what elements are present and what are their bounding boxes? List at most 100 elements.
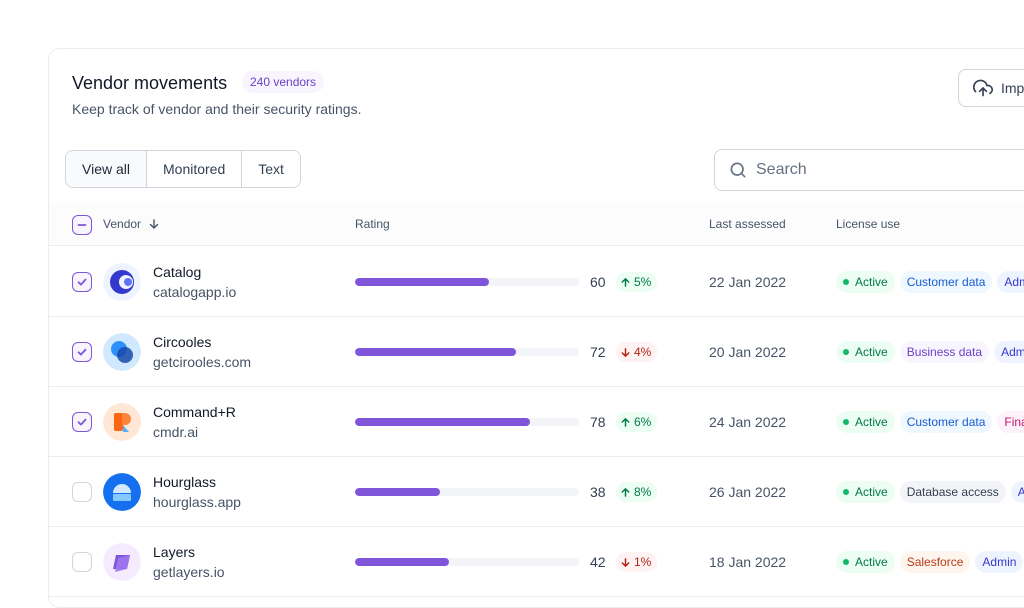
license-tag: Customer data	[899, 411, 993, 433]
vendor-url: hourglass.app	[153, 494, 241, 510]
rating-bar	[355, 558, 579, 566]
column-header-vendor[interactable]: Vendor	[103, 217, 160, 231]
status-badge: Active	[836, 551, 895, 573]
rating-value: 42	[590, 554, 606, 570]
rating-bar-fill	[355, 278, 490, 286]
rating-bar	[355, 278, 579, 286]
rating-bar-fill	[355, 418, 530, 426]
arrow-up-icon	[621, 417, 630, 427]
check-icon	[77, 348, 87, 356]
check-icon	[77, 278, 87, 286]
arrow-down-icon	[621, 557, 630, 567]
table-row[interactable]: Circooles getcirooles.com 72 4% 20 Jan 2022 A…	[49, 317, 1024, 387]
column-header-vendor-label: Vendor	[103, 217, 142, 231]
rating-value: 38	[590, 484, 606, 500]
license-tag: Admin	[1010, 481, 1024, 503]
license-tags: Active Customer dataFinancials	[836, 411, 1024, 433]
vendor-movements-card: Vendor movements 240 vendors Keep track …	[48, 48, 1024, 608]
license-tag: Admin	[997, 271, 1024, 293]
tab-monitored[interactable]: Monitored	[147, 151, 243, 187]
last-assessed-date: 26 Jan 2022	[709, 484, 787, 500]
last-assessed-date: 18 Jan 2022	[709, 554, 787, 570]
rating-bar-fill	[355, 348, 517, 356]
table-row[interactable]: Command+R cmdr.ai 78 6% 24 Jan 2022 Active Cus…	[49, 387, 1024, 457]
upload-cloud-icon	[973, 79, 993, 97]
status-dot-icon	[843, 419, 849, 425]
import-button[interactable]: Import	[958, 69, 1024, 107]
license-tag: Admin	[994, 341, 1024, 363]
status-badge-label: Active	[855, 555, 888, 569]
arrow-up-icon	[621, 277, 630, 287]
row-checkbox[interactable]	[72, 342, 92, 362]
trend-badge: 8%	[616, 482, 658, 502]
status-dot-icon	[843, 349, 849, 355]
search-icon	[730, 162, 746, 178]
trend-badge: 1%	[616, 552, 658, 572]
trend-value: 5%	[634, 275, 652, 289]
commandr-logo-icon	[103, 403, 141, 441]
tab-view-all[interactable]: View all	[66, 151, 147, 187]
trend-value: 6%	[634, 415, 652, 429]
trend-value: 1%	[634, 555, 652, 569]
vendor-url: getcirooles.com	[153, 354, 252, 370]
check-icon	[77, 418, 87, 426]
column-header-rating: Rating	[355, 217, 390, 231]
rating-value: 72	[590, 344, 606, 360]
rating-value: 78	[590, 414, 606, 430]
last-assessed-date: 20 Jan 2022	[709, 344, 787, 360]
circooles-logo-icon	[103, 333, 141, 371]
rating-bar-fill	[355, 488, 441, 496]
status-dot-icon	[843, 279, 849, 285]
license-tag: Salesforce	[899, 551, 971, 573]
row-checkbox[interactable]	[72, 272, 92, 292]
vendor-name[interactable]: Circooles	[153, 334, 212, 350]
hourglass-logo-icon	[103, 473, 141, 511]
status-badge-label: Active	[855, 275, 888, 289]
filter-segmented-control: View all Monitored Text	[65, 150, 301, 188]
vendor-name[interactable]: Layers	[153, 544, 196, 560]
rating-bar-fill	[355, 558, 450, 566]
vendor-name[interactable]: Hourglass	[153, 474, 217, 490]
rating-bar	[355, 348, 579, 356]
trend-badge: 6%	[616, 412, 658, 432]
license-tags: Active Customer dataAdmin	[836, 271, 1024, 293]
license-tag: Database access	[899, 481, 1006, 503]
rating-bar	[355, 418, 579, 426]
minus-icon	[77, 224, 87, 226]
select-all-checkbox[interactable]	[72, 215, 92, 235]
status-badge: Active	[836, 481, 895, 503]
vendor-name[interactable]: Command+R	[153, 404, 236, 420]
last-assessed-date: 24 Jan 2022	[709, 414, 787, 430]
import-button-label: Import	[1001, 80, 1024, 96]
tab-text[interactable]: Text	[242, 151, 300, 187]
license-tags: Active Salesforce Admin	[836, 551, 1024, 573]
license-tags: Active Business dataAdmin	[836, 341, 1024, 363]
table-row[interactable]: Hourglass hourglass.app 38 8% 26 Jan 2022 Act…	[49, 457, 1024, 527]
row-checkbox[interactable]	[72, 412, 92, 432]
search-input[interactable]	[756, 161, 1016, 179]
arrow-up-icon	[621, 487, 630, 497]
status-dot-icon	[843, 489, 849, 495]
trend-value: 4%	[634, 345, 652, 359]
status-badge: Active	[836, 341, 895, 363]
page-title: Vendor movements	[72, 73, 228, 93]
table-row[interactable]: Catalog catalogapp.io 60 5% 22 Jan 2022 Activ…	[49, 247, 1024, 317]
license-tag: Business data	[899, 341, 990, 363]
vendor-count-badge: 240 vendors	[242, 71, 325, 93]
column-header-last-assessed: Last assessed	[709, 217, 786, 231]
status-badge: Active	[836, 411, 895, 433]
row-checkbox[interactable]	[72, 552, 92, 572]
status-dot-icon	[843, 559, 849, 565]
rating-bar	[355, 488, 579, 496]
vendor-url: cmdr.ai	[153, 424, 199, 440]
catalog-logo-icon	[103, 263, 141, 301]
license-tag: Financials	[997, 411, 1024, 433]
table-header: Vendor Rating Last assessed License use	[49, 203, 1024, 246]
vendor-name[interactable]: Catalog	[153, 264, 202, 280]
vendor-url: getlayers.io	[153, 564, 225, 580]
arrow-down-icon	[621, 347, 630, 357]
table-row[interactable]: Layers getlayers.io 42 1% 18 Jan 2022 Active S…	[49, 527, 1024, 597]
license-tag: Customer data	[899, 271, 993, 293]
license-tags: Active Database access Admin	[836, 481, 1024, 503]
row-checkbox[interactable]	[72, 482, 92, 502]
